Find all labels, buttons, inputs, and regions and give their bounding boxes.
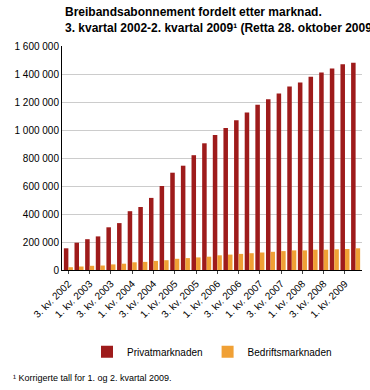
- svg-text:1 200 000: 1 200 000: [15, 97, 60, 108]
- svg-text:3. kv. 2002: 3. kv. 2002: [31, 278, 73, 320]
- svg-text:1. kv. 2009: 1. kv. 2009: [308, 278, 350, 320]
- svg-text:1. kv. 2007: 1. kv. 2007: [223, 278, 265, 320]
- svg-text:1 000 000: 1 000 000: [15, 125, 60, 136]
- svg-text:1 600 000: 1 600 000: [15, 41, 60, 52]
- svg-text:1. kv. 2006: 1. kv. 2006: [180, 278, 222, 320]
- svg-text:3. kv. 2007: 3. kv. 2007: [244, 278, 286, 320]
- svg-text:¹ Korrigerte tall for 1. og 2.: ¹ Korrigerte tall for 1. og 2. kvartal 2…: [13, 373, 172, 383]
- svg-text:200 000: 200 000: [23, 237, 60, 248]
- svg-text:3. kv. 2003: 3. kv. 2003: [74, 278, 116, 320]
- svg-text:0: 0: [53, 265, 59, 276]
- svg-text:1. kv. 2005: 1. kv. 2005: [138, 278, 180, 320]
- svg-text:400 000: 400 000: [23, 209, 60, 220]
- svg-text:600 000: 600 000: [23, 181, 60, 192]
- svg-text:3. kv. 2004: 3. kv. 2004: [117, 278, 159, 320]
- svg-text:Breibandsabonnement fordelt et: Breibandsabonnement fordelt etter markna…: [65, 5, 370, 35]
- svg-text:1. kv. 2008: 1. kv. 2008: [266, 278, 308, 320]
- svg-text:Privatmarknaden: Privatmarknaden: [127, 347, 203, 358]
- svg-text:3. kv. 2006: 3. kv. 2006: [202, 278, 244, 320]
- svg-text:1. kv. 2004: 1. kv. 2004: [95, 278, 137, 320]
- svg-text:3. kv. 2008: 3. kv. 2008: [287, 278, 329, 320]
- svg-text:3. kv. 2005: 3. kv. 2005: [159, 278, 201, 320]
- svg-text:800 000: 800 000: [23, 153, 60, 164]
- svg-text:1. kv. 2003: 1. kv. 2003: [53, 278, 95, 320]
- svg-text:Bedriftsmarknaden: Bedriftsmarknaden: [248, 347, 332, 358]
- svg-text:1 400 000: 1 400 000: [15, 69, 60, 80]
